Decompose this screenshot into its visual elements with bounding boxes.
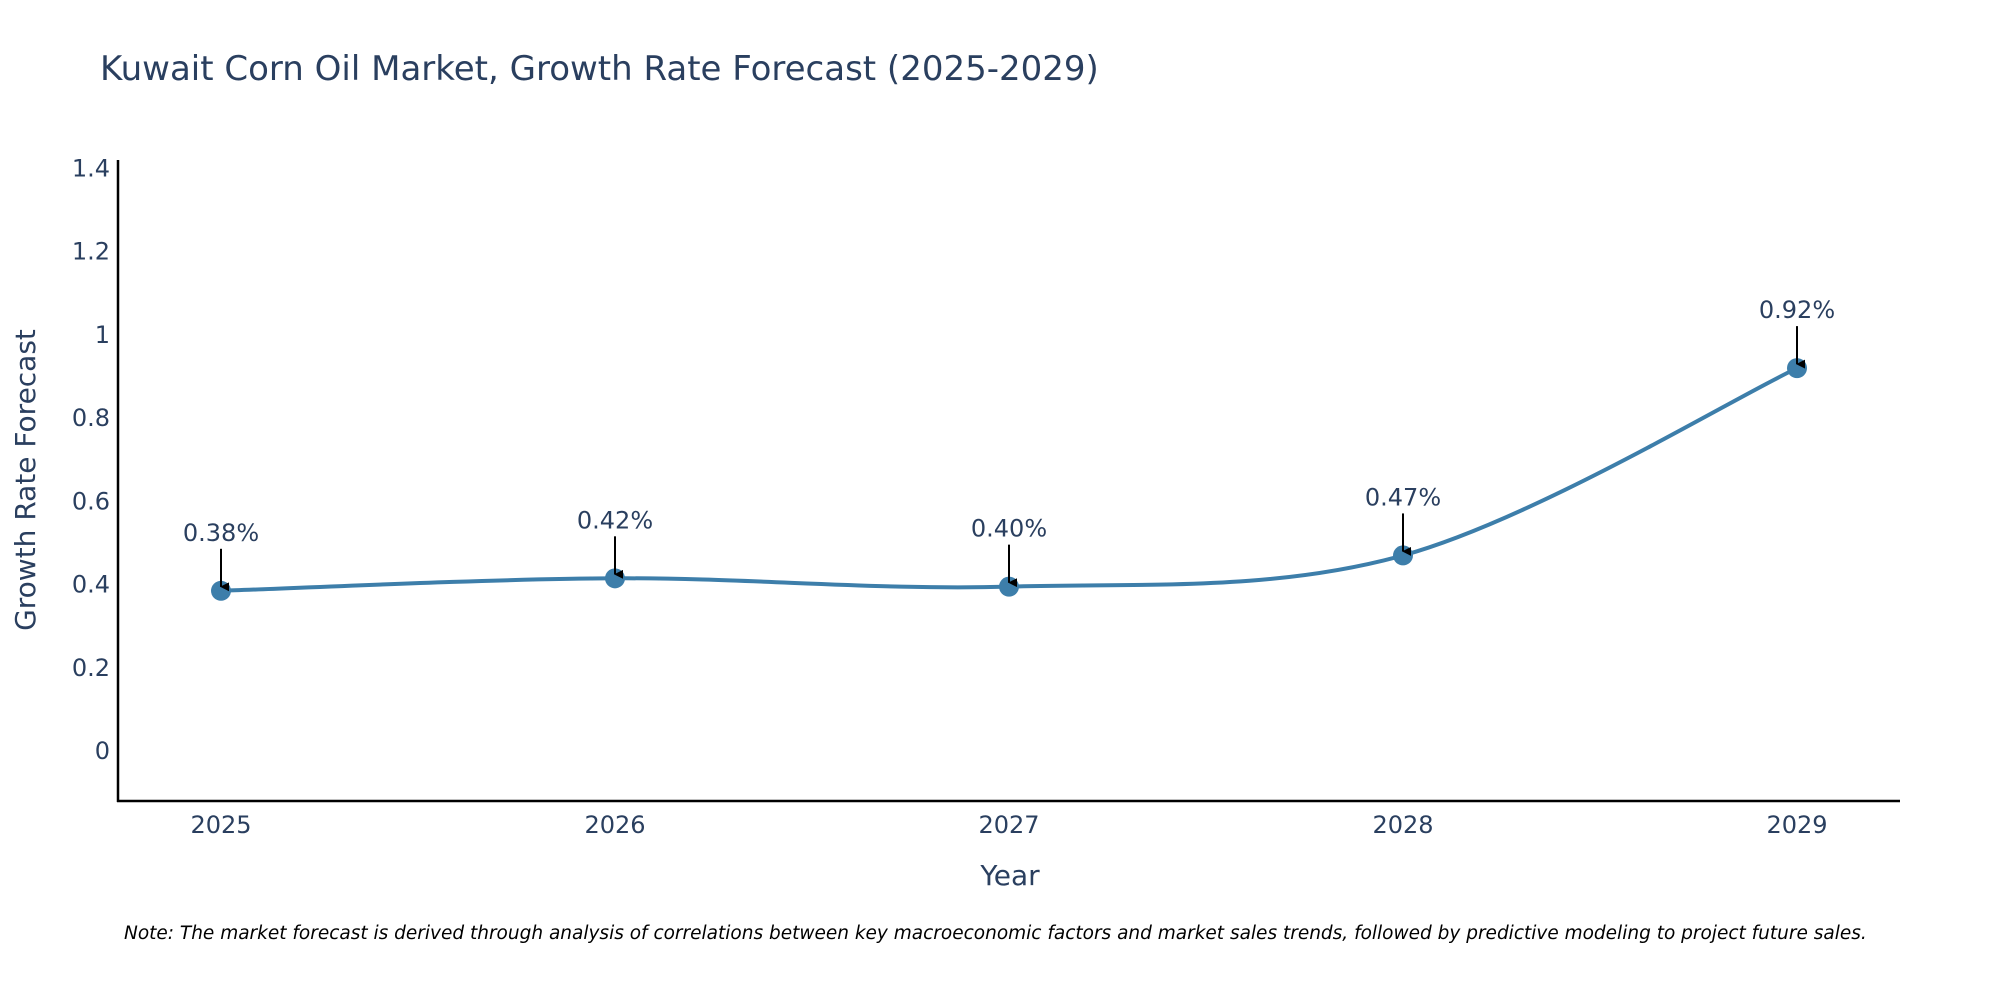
y-tick-label: 1.2 bbox=[72, 238, 110, 266]
y-tick-label: 0.4 bbox=[72, 571, 110, 599]
y-tick-label: 0.8 bbox=[72, 404, 110, 432]
y-tick-label: 1 bbox=[95, 321, 110, 349]
y-tick-label: 0.6 bbox=[72, 487, 110, 515]
y-axis-title: Growth Rate Forecast bbox=[9, 329, 42, 631]
x-tick-label: 2027 bbox=[978, 811, 1039, 839]
data-annotations: 0.38% 0.42% 0.40% 0.47% 0.92% bbox=[183, 296, 1835, 592]
y-tick-label: 0 bbox=[95, 737, 110, 765]
y-tick-label: 1.4 bbox=[72, 154, 110, 182]
x-tick-label: 2029 bbox=[1766, 811, 1827, 839]
x-axis-ticks: 2025 2026 2027 2028 2029 bbox=[190, 811, 1827, 839]
footnote: Note: The market forecast is derived thr… bbox=[124, 923, 1867, 944]
chart-title: Kuwait Corn Oil Market, Growth Rate Fore… bbox=[100, 49, 1099, 89]
data-label: 0.38% bbox=[183, 519, 259, 547]
data-label: 0.40% bbox=[971, 515, 1047, 543]
x-tick-label: 2026 bbox=[584, 811, 645, 839]
x-tick-label: 2028 bbox=[1372, 811, 1433, 839]
y-tick-label: 0.2 bbox=[72, 654, 110, 682]
x-axis-title: Year bbox=[979, 859, 1040, 892]
y-axis-ticks: 0 0.2 0.4 0.6 0.8 1 1.2 1.4 bbox=[72, 154, 110, 765]
data-label: 0.47% bbox=[1365, 483, 1441, 511]
x-tick-label: 2025 bbox=[190, 811, 251, 839]
data-label: 0.92% bbox=[1759, 296, 1835, 324]
data-label: 0.42% bbox=[577, 506, 653, 534]
